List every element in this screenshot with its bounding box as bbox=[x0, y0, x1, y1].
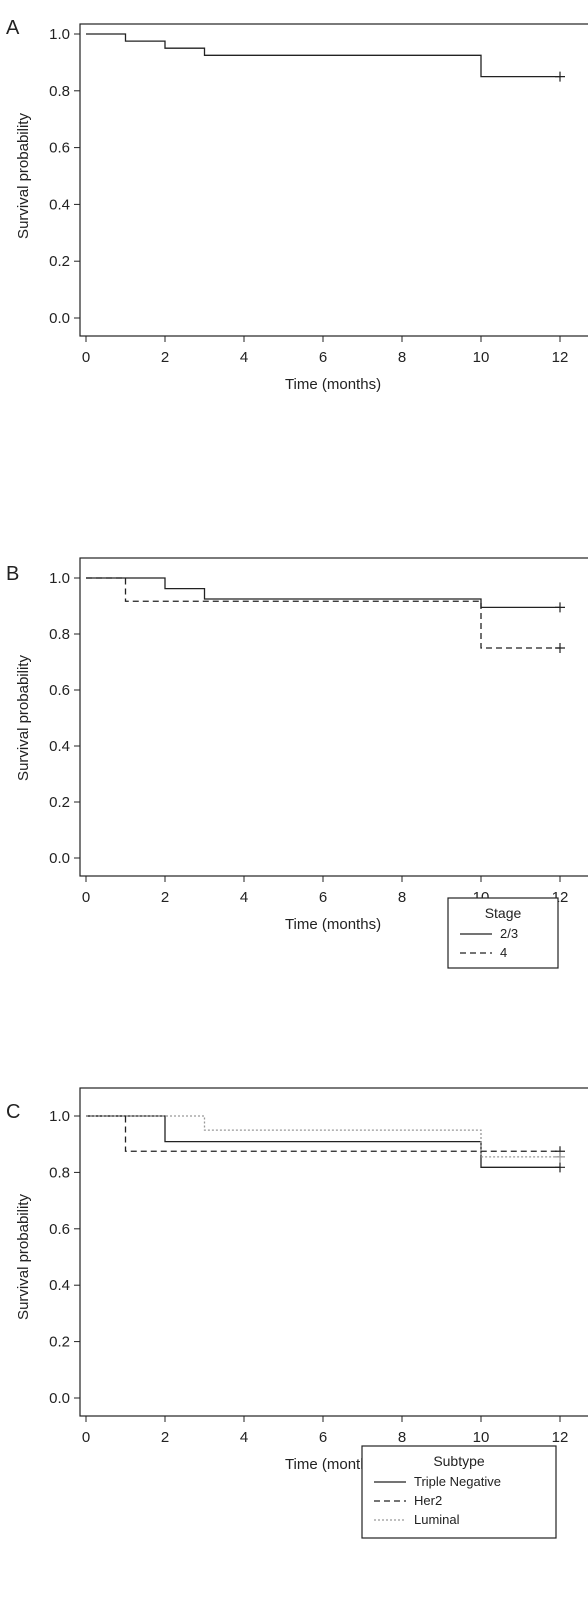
legend-title: Stage bbox=[485, 905, 522, 921]
y-tick-label: 0.4 bbox=[49, 738, 70, 755]
x-tick-label: 10 bbox=[473, 349, 490, 366]
y-tick-label: 0.0 bbox=[49, 1390, 70, 1407]
legend-label: Triple Negative bbox=[414, 1474, 501, 1489]
x-tick-label: 10 bbox=[473, 1429, 490, 1446]
survival-curve-2-3 bbox=[86, 577, 560, 609]
censor-mark bbox=[555, 643, 565, 653]
y-tick-label: 0.2 bbox=[49, 794, 70, 811]
y-axis-label: Survival probability bbox=[15, 113, 32, 239]
y-tick-label: 0.8 bbox=[49, 83, 70, 100]
survival-curve-4 bbox=[86, 577, 560, 649]
survival-curve-luminal bbox=[86, 1115, 560, 1158]
legend: Stage 2/3 4 bbox=[447, 897, 559, 969]
y-tick-label: 0.8 bbox=[49, 626, 70, 643]
x-tick-label: 0 bbox=[82, 349, 90, 366]
legend-title: Subtype bbox=[433, 1453, 485, 1469]
x-tick-label: 6 bbox=[319, 889, 327, 906]
plot-frame bbox=[79, 557, 588, 877]
censor-mark bbox=[555, 1162, 565, 1173]
x-tick-label: 0 bbox=[82, 889, 90, 906]
legend-label: Luminal bbox=[414, 1512, 460, 1527]
y-tick-label: 0.6 bbox=[49, 140, 70, 157]
x-tick-label: 6 bbox=[319, 1429, 327, 1446]
x-tick-label: 8 bbox=[398, 1429, 406, 1446]
legend: Subtype Triple Negative Her2 Luminal bbox=[361, 1445, 557, 1539]
censor-mark bbox=[555, 71, 565, 82]
y-tick-label: 0.6 bbox=[49, 1221, 70, 1238]
panel-letter: A bbox=[6, 17, 20, 39]
y-tick-label: 0.4 bbox=[49, 196, 70, 213]
y-tick-label: 1.0 bbox=[49, 570, 70, 587]
y-tick-label: 0.2 bbox=[49, 1334, 70, 1351]
survival-curve-triple-negative bbox=[86, 1115, 560, 1168]
x-tick-label: 6 bbox=[319, 349, 327, 366]
legend-label: 2/3 bbox=[500, 926, 518, 941]
panel-letter: C bbox=[6, 1101, 20, 1123]
legend-label: 4 bbox=[500, 945, 507, 960]
y-tick-label: 0.4 bbox=[49, 1277, 70, 1294]
panel-letter: B bbox=[6, 563, 19, 585]
x-tick-label: 4 bbox=[240, 889, 248, 906]
x-tick-label: 4 bbox=[240, 1429, 248, 1446]
panel-c: C 0.0 0.2 0.4 0.6 0.8 1.0 0 2 4 6 8 10 12 Time (months… bbox=[6, 1087, 588, 1539]
y-tick-label: 0.0 bbox=[49, 310, 70, 327]
y-axis-label: Survival probability bbox=[15, 655, 32, 781]
y-tick-label: 0.0 bbox=[49, 850, 70, 867]
y-tick-label: 0.8 bbox=[49, 1164, 70, 1181]
x-tick-label: 2 bbox=[161, 1429, 169, 1446]
y-axis-label: Survival probability bbox=[15, 1194, 32, 1320]
y-tick-label: 1.0 bbox=[49, 26, 70, 43]
legend-box bbox=[361, 1445, 557, 1539]
panel-a: A 0.0 0.2 0.4 0.6 0.8 1.0 0 2 4 6 8 10 12 Time (months… bbox=[6, 17, 588, 393]
x-tick-label: 12 bbox=[552, 1429, 569, 1446]
y-tick-label: 1.0 bbox=[49, 1108, 70, 1125]
x-tick-label: 2 bbox=[161, 889, 169, 906]
x-tick-label: 12 bbox=[552, 349, 569, 366]
plot-frame bbox=[79, 23, 588, 337]
survival-curve bbox=[86, 33, 560, 78]
x-tick-label: 2 bbox=[161, 349, 169, 366]
x-tick-label: 0 bbox=[82, 1429, 90, 1446]
plot-frame bbox=[79, 1087, 588, 1417]
x-axis-label: Time (months) bbox=[285, 1456, 381, 1473]
x-tick-label: 8 bbox=[398, 889, 406, 906]
survival-curve-her2 bbox=[86, 1115, 560, 1152]
legend-label: Her2 bbox=[414, 1493, 442, 1508]
x-tick-label: 8 bbox=[398, 349, 406, 366]
x-axis-label: Time (months) bbox=[285, 916, 381, 933]
x-axis-label: Time (months) bbox=[285, 376, 381, 393]
legend-box bbox=[447, 897, 559, 969]
y-tick-label: 0.2 bbox=[49, 253, 70, 270]
y-tick-label: 0.6 bbox=[49, 682, 70, 699]
x-tick-label: 4 bbox=[240, 349, 248, 366]
censor-mark bbox=[555, 1151, 565, 1162]
censor-mark bbox=[555, 602, 565, 613]
